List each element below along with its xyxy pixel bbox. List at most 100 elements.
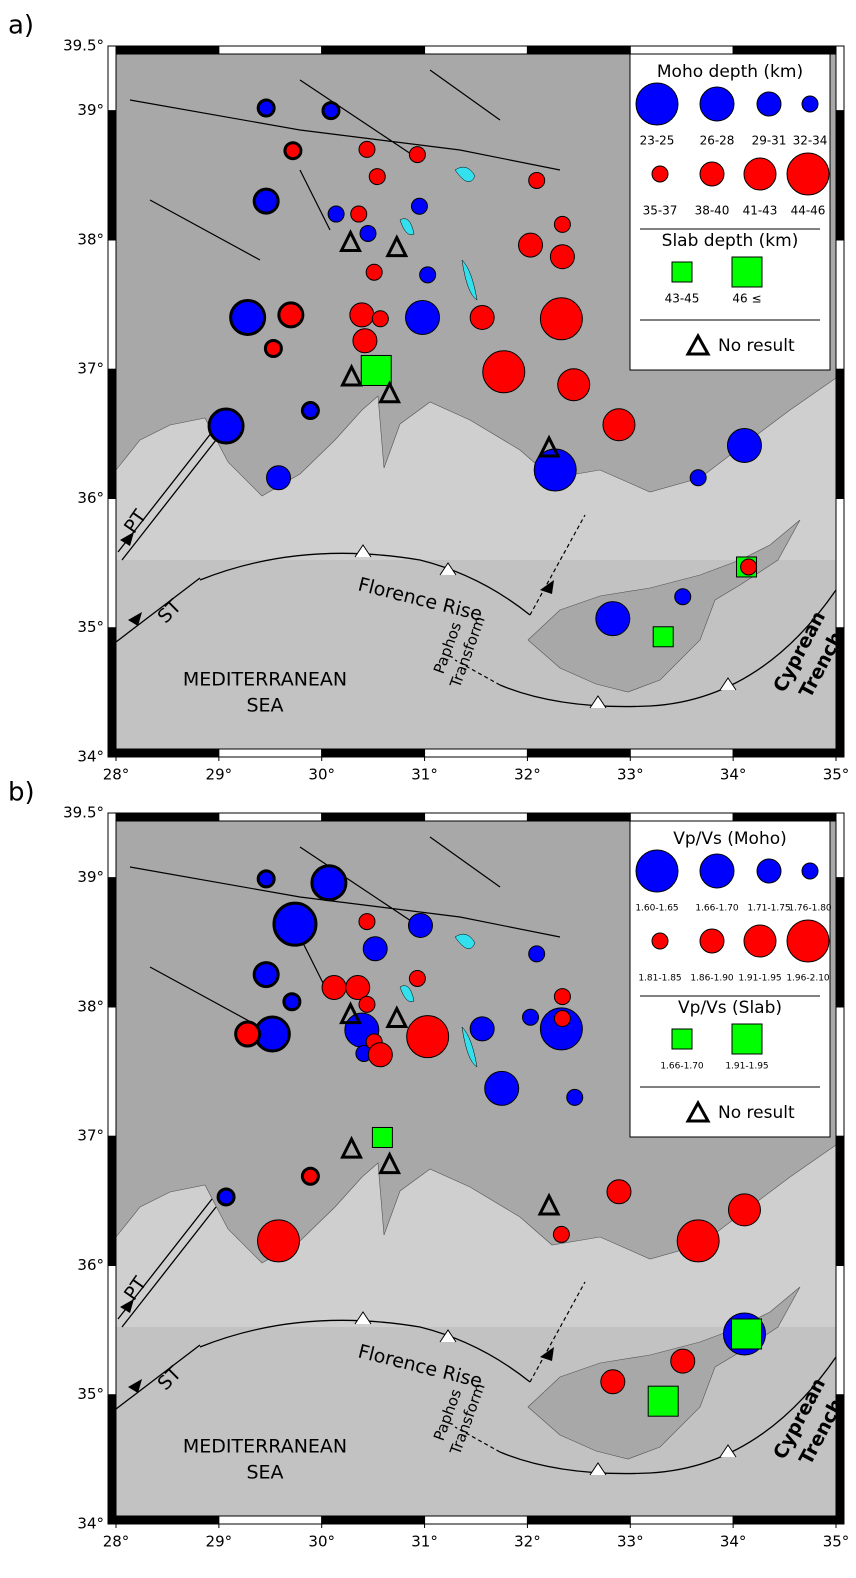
frame-band: [116, 46, 219, 54]
legend-label: 1.86-1.90: [690, 974, 734, 984]
slab-square: [648, 1386, 678, 1416]
frame-band: [836, 1136, 844, 1265]
legend-label: 32-34: [793, 134, 828, 148]
legend-label: 1.81-1.85: [638, 974, 681, 984]
legend-label: 1.60-1.65: [635, 904, 678, 914]
legend-label: 1.66-1.70: [660, 1062, 704, 1072]
frame-band: [322, 1516, 425, 1524]
y-tick-label: 34°: [77, 1515, 104, 1533]
station-circle: [567, 1089, 583, 1105]
frame-band: [630, 1516, 733, 1524]
legend-label: 1.66-1.70: [695, 904, 739, 914]
figure: PTSTFlorence RiseMEDITERRANEANSEAPaphosT…: [0, 0, 856, 1578]
frame-band: [836, 46, 844, 111]
station-circle: [529, 946, 545, 962]
map-label: MEDITERRANEAN: [183, 669, 347, 691]
station-circle: [727, 428, 761, 462]
legend-label: 1.71-1.75: [747, 904, 790, 914]
y-tick-label: 35°: [77, 618, 104, 636]
map-label: SEA: [246, 695, 283, 717]
station-circle: [231, 300, 265, 334]
station-circle: [409, 147, 425, 163]
legend-label: 46 ≤: [732, 292, 761, 306]
legend-label: No result: [718, 336, 795, 356]
legend-symbol: [636, 83, 678, 125]
station-circle: [209, 409, 243, 443]
station-circle: [279, 303, 303, 327]
legend-label: 1.91-1.95: [725, 1062, 768, 1072]
station-circle: [603, 409, 635, 441]
frame-band: [116, 749, 219, 757]
legend-symbol: [652, 166, 668, 182]
station-circle: [322, 976, 346, 1000]
y-tick-label: 39.5°: [63, 37, 104, 55]
frame-band: [108, 240, 116, 369]
station-circle: [312, 866, 346, 900]
legend-symbol: [652, 933, 668, 949]
station-circle: [677, 1220, 719, 1262]
frame-band: [219, 46, 322, 54]
station-circle: [554, 989, 570, 1005]
legend-symbol: [757, 92, 781, 116]
station-circle: [519, 233, 543, 257]
frame-band: [630, 46, 733, 54]
station-circle: [483, 351, 525, 393]
legend-label: 38-40: [695, 204, 730, 218]
frame-band: [630, 813, 733, 821]
station-circle: [420, 267, 436, 283]
station-circle: [558, 369, 590, 401]
legend-label: 35-37: [643, 204, 678, 218]
legend-symbol: [787, 920, 829, 962]
legend-symbol: [700, 854, 734, 888]
frame-band: [108, 1007, 116, 1136]
station-circle: [407, 1016, 449, 1058]
station-circle: [470, 305, 494, 329]
station-circle: [529, 172, 545, 188]
frame-band: [733, 46, 836, 54]
legend-label: No result: [718, 1103, 795, 1123]
frame-band: [108, 1265, 116, 1394]
station-circle: [596, 602, 630, 636]
station-circle: [258, 100, 274, 116]
y-tick-label: 34°: [77, 748, 104, 766]
station-circle: [470, 1017, 494, 1041]
frame-band: [116, 813, 219, 821]
station-circle: [350, 303, 374, 327]
station-circle: [302, 403, 318, 419]
legend-title: Slab depth (km): [662, 231, 799, 251]
legend-label: 41-43: [743, 204, 778, 218]
frame-band: [108, 369, 116, 498]
station-circle: [351, 206, 367, 222]
station-circle: [236, 1022, 260, 1046]
legend-symbol: [732, 257, 762, 287]
station-circle: [408, 913, 432, 937]
station-circle: [369, 169, 385, 185]
frame-band: [733, 813, 836, 821]
x-tick-label: 33°: [617, 766, 644, 784]
panel-label: a): [8, 11, 34, 41]
y-tick-label: 37°: [77, 360, 104, 378]
frame-band: [108, 111, 116, 240]
legend-symbol: [672, 1029, 692, 1049]
frame-band: [425, 1516, 528, 1524]
frame-band: [527, 749, 630, 757]
station-circle: [285, 143, 301, 159]
frame-band: [527, 46, 630, 54]
station-circle: [359, 914, 375, 930]
frame-band: [836, 878, 844, 1007]
station-circle: [254, 963, 278, 987]
frame-band: [836, 628, 844, 757]
frame-band: [322, 46, 425, 54]
station-circle: [328, 206, 344, 222]
station-circle: [411, 198, 427, 214]
y-tick-label: 35°: [77, 1385, 104, 1403]
legend-symbol: [744, 925, 776, 957]
legend-symbol: [732, 1024, 762, 1054]
station-circle: [267, 466, 291, 490]
station-circle: [406, 300, 440, 334]
station-circle: [601, 1370, 625, 1394]
station-circle: [690, 470, 706, 486]
x-tick-label: 32°: [514, 1533, 541, 1551]
frame-band: [425, 749, 528, 757]
frame-band: [836, 1395, 844, 1524]
